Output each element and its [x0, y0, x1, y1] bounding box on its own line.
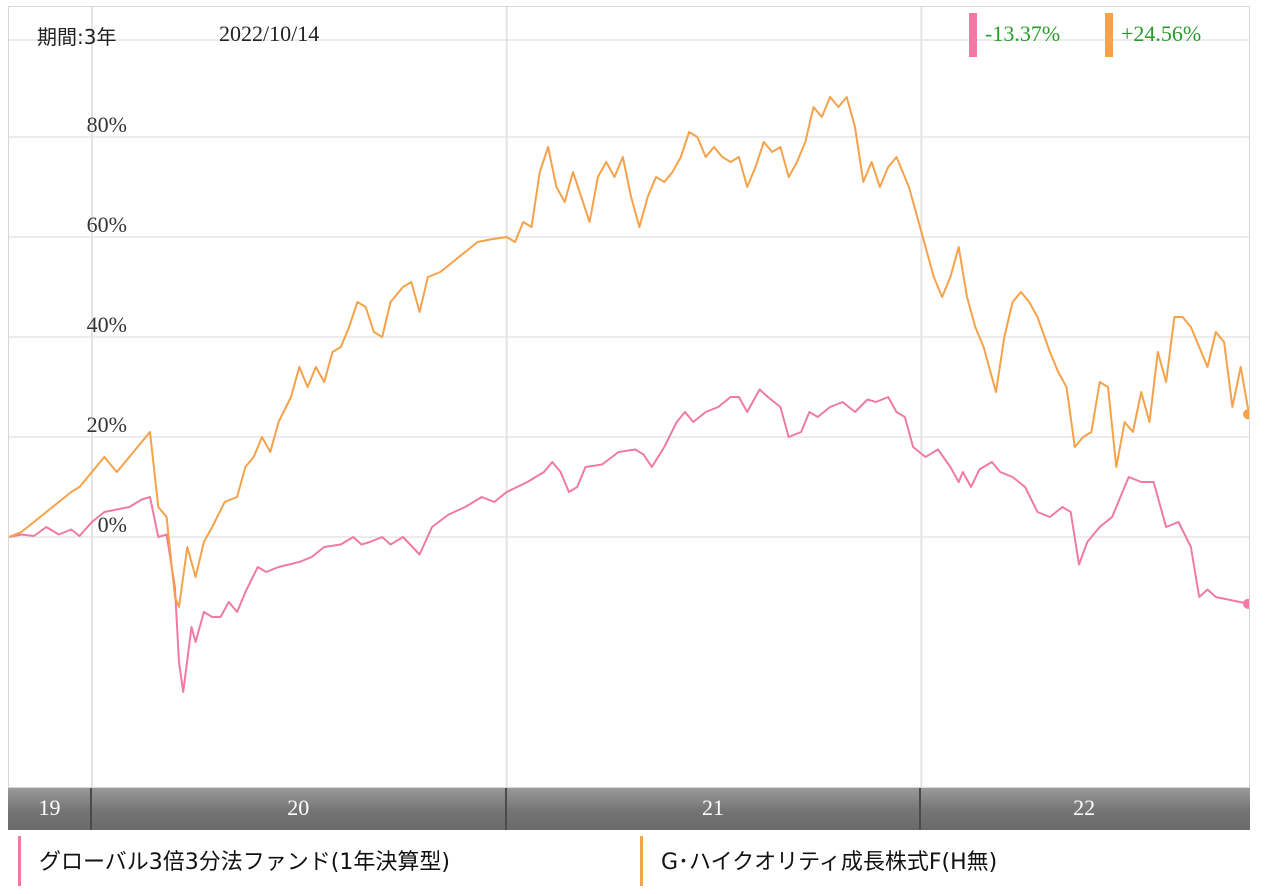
- legend-label-global-3x: グローバル3倍3分法ファンド(1年決算型): [39, 850, 450, 875]
- period-label[interactable]: 期間:3年: [37, 25, 117, 49]
- return-swatch-orange: [1105, 13, 1113, 57]
- return-value-pink: -13.37%: [985, 21, 1061, 46]
- y-tick-label: 0%: [98, 512, 127, 537]
- chart-plot: 80% 60% 40% 20% 0%: [9, 7, 1249, 787]
- series-end-marker-0: [1243, 598, 1249, 609]
- x-axis-bar: 19 20 21 22: [8, 788, 1250, 830]
- series-line-1: [9, 96, 1249, 608]
- return-swatch-pink: [969, 13, 977, 57]
- chart-frame: 80% 60% 40% 20% 0% 期間:3年 2022/10/14 -13.37% …: [8, 6, 1250, 788]
- x-axis-separator: [504, 788, 507, 830]
- date-label: 2022/10/14: [219, 21, 320, 46]
- y-tick-label: 20%: [87, 412, 127, 437]
- legend-label-high-quality: G･ハイクオリティ成長株式F(H無): [661, 850, 998, 875]
- x-tick-label: 22: [1073, 795, 1096, 820]
- return-value-orange: +24.56%: [1121, 21, 1202, 46]
- x-axis-separator: [919, 788, 922, 830]
- x-tick-label: 21: [702, 795, 724, 820]
- series-end-marker-1: [1243, 409, 1249, 420]
- y-tick-label: 40%: [87, 312, 127, 337]
- x-tick-label: 20: [287, 795, 310, 820]
- y-tick-label: 80%: [87, 112, 127, 137]
- legend-item-high-quality[interactable]: G･ハイクオリティ成長株式F(H無): [640, 836, 997, 886]
- series-line-0: [9, 388, 1249, 693]
- legend-item-global-3x[interactable]: グローバル3倍3分法ファンド(1年決算型): [18, 836, 450, 886]
- x-tick-label: 19: [38, 795, 61, 820]
- x-axis-separator: [89, 788, 92, 830]
- y-tick-label: 60%: [87, 212, 127, 237]
